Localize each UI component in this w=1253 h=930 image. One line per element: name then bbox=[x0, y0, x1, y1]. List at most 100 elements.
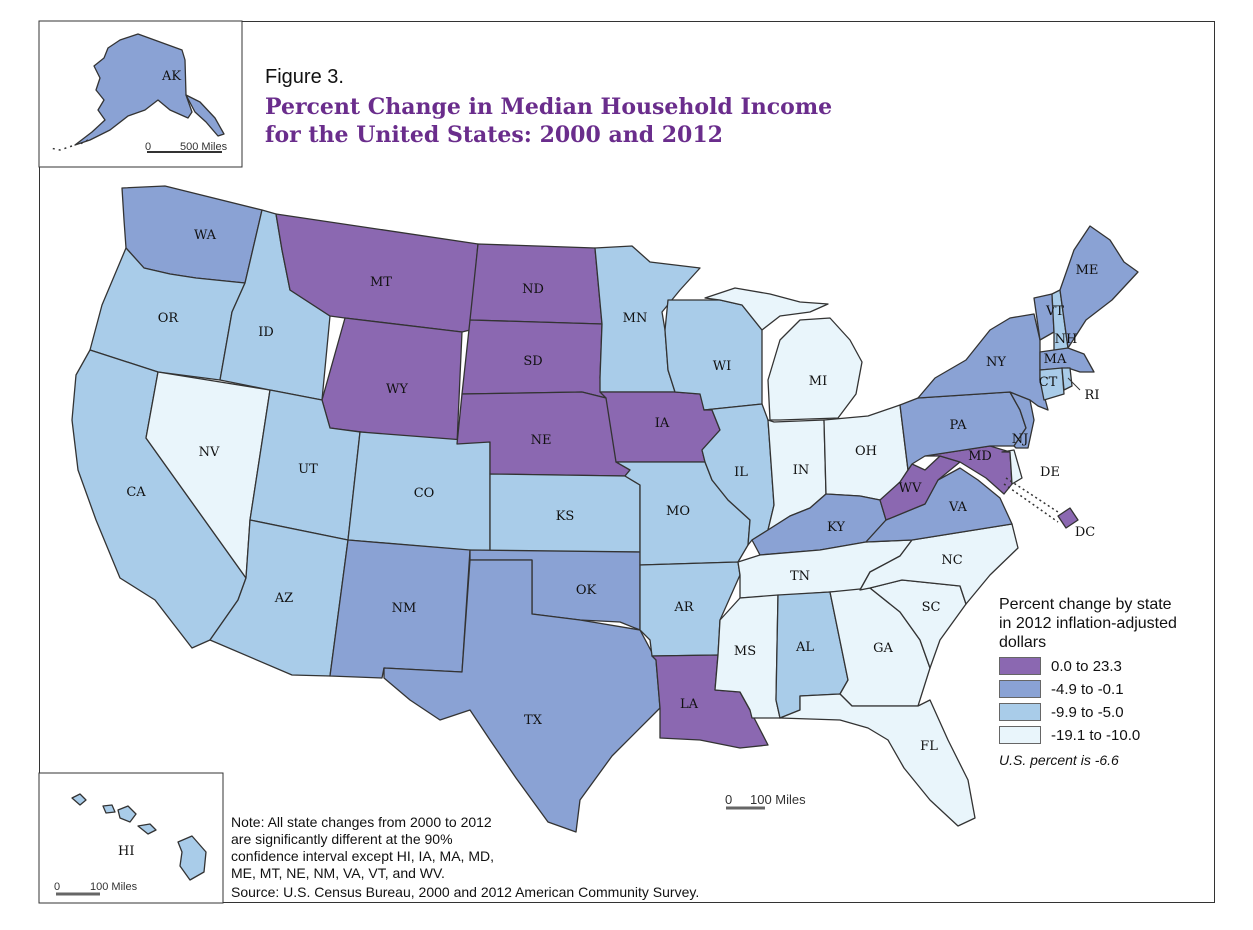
hi-island-oahu[interactable] bbox=[102, 804, 116, 814]
state-dc[interactable] bbox=[1057, 507, 1079, 529]
hi-island-kauai[interactable] bbox=[71, 793, 87, 806]
label-ut: UT bbox=[298, 462, 318, 477]
label-ri: RI bbox=[1085, 388, 1100, 403]
label-ny: NY bbox=[986, 355, 1006, 370]
hi-island-molokai[interactable] bbox=[137, 823, 157, 835]
figure-title: Percent Change in Median Household Incom… bbox=[265, 93, 905, 149]
legend-label-3: -9.9 to -5.0 bbox=[1051, 703, 1124, 721]
state-de[interactable] bbox=[1001, 449, 1023, 485]
label-ks: KS bbox=[556, 509, 575, 524]
label-id: ID bbox=[258, 325, 274, 340]
label-mi: MI bbox=[809, 374, 827, 389]
state-ct[interactable] bbox=[1039, 367, 1065, 401]
alaska-scale-bar: 0 500 Miles bbox=[145, 141, 228, 153]
state-mi-upper[interactable] bbox=[704, 287, 829, 331]
label-me: ME bbox=[1076, 263, 1099, 278]
label-ar: AR bbox=[673, 600, 694, 615]
note-line3: confidence interval except HI, IA, MA, M… bbox=[231, 848, 494, 864]
legend-item-1: 0.0 to 23.3 bbox=[999, 657, 1214, 675]
hawaii-islands[interactable] bbox=[71, 793, 207, 881]
label-nc: NC bbox=[941, 553, 962, 568]
figure-number: Figure 3. bbox=[265, 66, 344, 88]
legend-item-3: -9.9 to -5.0 bbox=[999, 703, 1214, 721]
legend-swatch-1 bbox=[999, 657, 1041, 675]
hi-island-hawaii[interactable] bbox=[177, 835, 207, 881]
state-nc[interactable] bbox=[859, 523, 1019, 605]
source-text: Source: U.S. Census Bureau, 2000 and 201… bbox=[231, 884, 700, 900]
legend-swatch-3 bbox=[999, 703, 1041, 721]
label-ok: OK bbox=[576, 583, 597, 598]
ri-leader-line bbox=[1067, 377, 1081, 391]
figure-title-line1: Percent Change in Median Household Incom… bbox=[265, 94, 833, 120]
label-or: OR bbox=[158, 311, 180, 326]
label-in: IN bbox=[793, 463, 810, 478]
state-wy[interactable] bbox=[321, 317, 463, 445]
state-fl[interactable] bbox=[779, 693, 976, 827]
label-va: VA bbox=[948, 500, 968, 515]
state-me[interactable] bbox=[1059, 225, 1139, 349]
label-co: CO bbox=[414, 486, 435, 501]
legend-swatch-4 bbox=[999, 726, 1041, 744]
state-md[interactable] bbox=[924, 445, 1013, 495]
label-wa: WA bbox=[194, 228, 217, 243]
aleutian-islands bbox=[49, 139, 89, 151]
label-nj: NJ bbox=[1012, 432, 1029, 447]
alaska-scale-zero: 0 bbox=[145, 141, 151, 153]
label-md: MD bbox=[968, 449, 992, 464]
alaska-scale-value: 500 Miles bbox=[180, 141, 228, 153]
legend-item-2: -4.9 to -0.1 bbox=[999, 680, 1214, 698]
state-tx[interactable] bbox=[383, 559, 661, 833]
label-wy: WY bbox=[386, 382, 408, 397]
us-percent-note: U.S. percent is -6.6 bbox=[999, 752, 1119, 768]
label-wi: WI bbox=[713, 359, 732, 374]
hawaii-scale-bar: 0 100 Miles bbox=[54, 881, 138, 896]
label-nm: NM bbox=[392, 601, 417, 616]
label-la: LA bbox=[680, 697, 699, 712]
label-nd: ND bbox=[522, 282, 544, 297]
state-mi[interactable] bbox=[767, 317, 863, 421]
hawaii-scale-value: 100 Miles bbox=[90, 881, 138, 893]
label-ms: MS bbox=[734, 644, 756, 659]
label-mn: MN bbox=[623, 311, 648, 326]
label-il: IL bbox=[734, 465, 748, 480]
label-hi: HI bbox=[118, 844, 134, 859]
legend-title-line3: dollars bbox=[999, 634, 1047, 651]
state-ak[interactable] bbox=[74, 33, 193, 146]
label-sd: SD bbox=[523, 354, 542, 369]
label-ne: NE bbox=[531, 433, 552, 448]
label-fl: FL bbox=[920, 739, 938, 754]
state-ak-panhandle[interactable] bbox=[185, 94, 225, 137]
state-labels: AK HI WA OR CA NV ID MT WY UT AZ CO NM N… bbox=[118, 69, 1099, 859]
label-mt: MT bbox=[370, 275, 392, 290]
legend-title: Percent change by state in 2012 inflatio… bbox=[999, 595, 1214, 652]
state-ri[interactable] bbox=[1061, 367, 1073, 391]
label-az: AZ bbox=[274, 591, 293, 606]
label-al: AL bbox=[795, 640, 814, 655]
note-line4: ME, MT, NE, NM, VA, VT, and WV. bbox=[231, 865, 445, 881]
label-sc: SC bbox=[922, 600, 941, 615]
dc-leader-lines bbox=[1003, 477, 1059, 523]
main-scale-value: 100 Miles bbox=[750, 792, 806, 807]
label-ct: CT bbox=[1039, 375, 1058, 390]
label-de: DE bbox=[1040, 465, 1060, 480]
hi-island-maui[interactable] bbox=[117, 805, 137, 823]
label-ga: GA bbox=[873, 641, 893, 656]
legend-label-1: 0.0 to 23.3 bbox=[1051, 657, 1122, 675]
main-scale-zero: 0 bbox=[725, 792, 732, 807]
label-ia: IA bbox=[655, 416, 670, 431]
label-vt: VT bbox=[1045, 304, 1064, 319]
figure-title-line2: for the United States: 2000 and 2012 bbox=[265, 122, 723, 148]
state-nj[interactable] bbox=[1009, 391, 1035, 449]
label-ak: AK bbox=[161, 69, 181, 84]
note-line1: Note: All state changes from 2000 to 201… bbox=[231, 814, 492, 830]
legend-swatch-2 bbox=[999, 680, 1041, 698]
label-tn: TN bbox=[790, 569, 810, 584]
legend-item-4: -19.1 to -10.0 bbox=[999, 726, 1214, 744]
legend-label-2: -4.9 to -0.1 bbox=[1051, 680, 1124, 698]
label-ca: CA bbox=[126, 485, 146, 500]
label-tx: TX bbox=[524, 713, 543, 728]
label-pa: PA bbox=[950, 418, 968, 433]
legend: Percent change by state in 2012 inflatio… bbox=[999, 595, 1214, 768]
legend-title-line2: in 2012 inflation-adjusted bbox=[999, 615, 1177, 632]
